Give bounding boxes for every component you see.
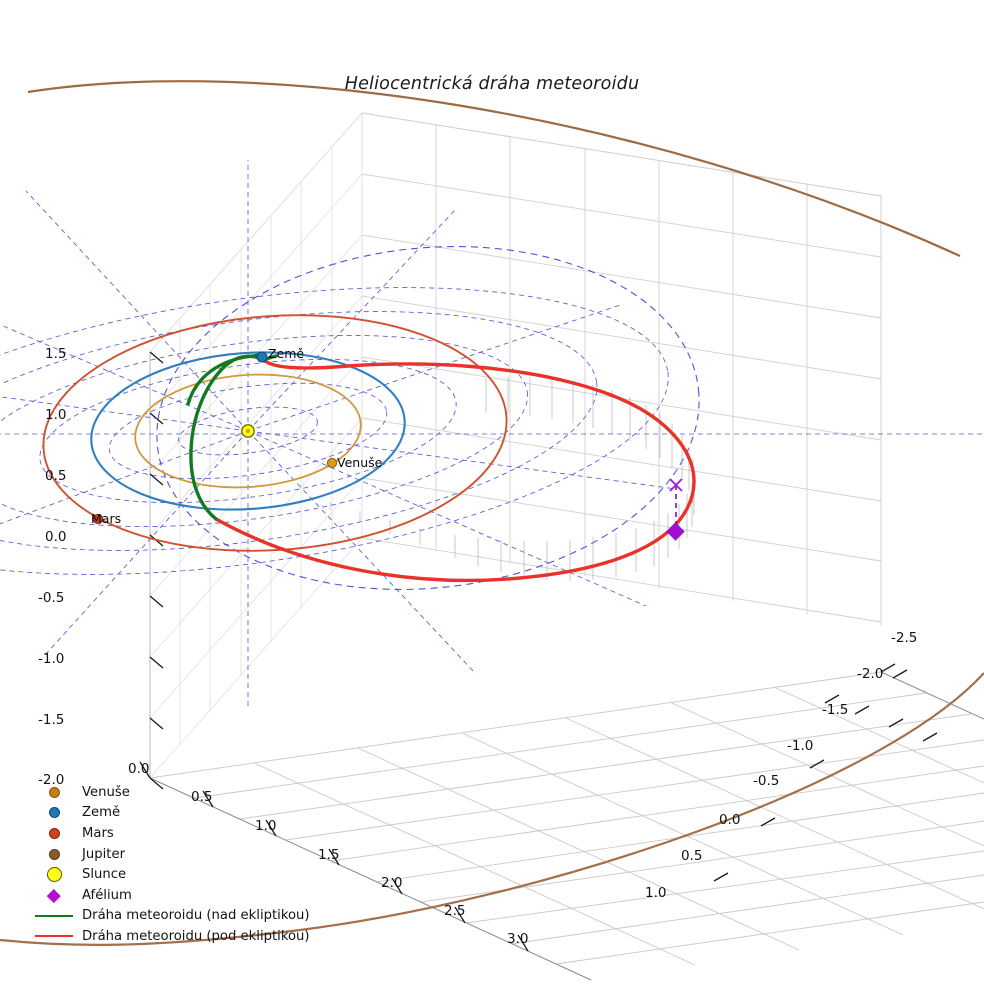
- x-tick-label-2: 1.0: [255, 818, 277, 834]
- sun-dot-icon: [26, 867, 82, 883]
- x-tick-label-5: 2.5: [444, 903, 466, 919]
- sun-marker: [241, 424, 255, 438]
- ecliptic-polar-grid: [0, 160, 984, 706]
- red-line-icon: [26, 935, 82, 938]
- legend-item-afelium[interactable]: Afélium: [26, 885, 326, 906]
- orbit-earth: [90, 351, 406, 511]
- orbit-mars: [42, 314, 508, 552]
- aphelion-diamond-icon: [26, 888, 82, 902]
- earth-marker: [256, 351, 268, 363]
- legend-item-orbit-above[interactable]: Dráha meteoroidu (nad ekliptikou): [26, 906, 326, 927]
- z-tick-label-3: 0.0: [45, 529, 67, 545]
- zeme-label: Země: [268, 346, 305, 361]
- z-tick-label-4: -0.5: [38, 590, 65, 606]
- y-tick-label-7: -2.5: [891, 630, 918, 646]
- aphelion-cross-icon: [669, 478, 683, 492]
- venus-marker: [326, 457, 338, 469]
- aphelion-marker: [666, 522, 685, 541]
- legend-label-zeme: Země: [82, 805, 121, 821]
- legend-label-jupiter: Jupiter: [82, 846, 125, 862]
- zeme-dot-icon: [26, 807, 82, 819]
- mars-marker: [92, 513, 104, 525]
- venuse-dot-icon: [26, 786, 82, 798]
- x-tick-label-1: 0.5: [191, 789, 213, 805]
- x-tick-label-4: 2.0: [381, 875, 403, 891]
- z-axis-ticks: [149, 351, 164, 790]
- z-tick-label-1: 1.0: [45, 407, 67, 423]
- legend-item-mars[interactable]: Mars: [26, 823, 326, 844]
- legend-item-jupiter[interactable]: Jupiter: [26, 844, 326, 865]
- meteoroid-orbit-above-ecliptic-top: [186, 353, 266, 406]
- legend-item-zeme[interactable]: Země: [26, 803, 326, 824]
- legend-label-orbit-below: Dráha meteoroidu (pod ekliptikou): [82, 928, 310, 944]
- y-tick-label-0: 1.0: [645, 885, 667, 901]
- y-tick-label-3: -0.5: [753, 773, 780, 789]
- green-line-icon: [26, 914, 82, 917]
- legend-item-venuse[interactable]: Venuše: [26, 782, 326, 803]
- x-tick-label-0: 0.0: [128, 761, 150, 777]
- legend-label-orbit-above: Dráha meteoroidu (nad ekliptikou): [82, 908, 310, 924]
- axis-spines: [149, 352, 984, 981]
- meteoroid-ecliptic-projection: [156, 246, 700, 590]
- mars-label: Mars: [91, 511, 122, 526]
- venuse-label: Venuše: [337, 455, 383, 470]
- y-axis-ticks: [713, 663, 938, 882]
- y-tick-label-6: -2.0: [857, 666, 884, 682]
- meteoroid-orbit-below-ecliptic: [214, 358, 696, 583]
- y-tick-label-1: 0.5: [681, 848, 703, 864]
- x-tick-label-3: 1.5: [318, 847, 340, 863]
- mars-dot-icon: [26, 827, 82, 839]
- z-tick-label-5: -1.0: [38, 651, 65, 667]
- y-tick-label-4: -1.0: [787, 738, 814, 754]
- z-tick-label-7: -2.0: [38, 772, 65, 788]
- legend-item-orbit-below[interactable]: Dráha meteoroidu (pod ekliptikou): [26, 926, 326, 947]
- orbit-venus: [134, 373, 362, 489]
- legend-item-slunce[interactable]: Slunce: [26, 864, 326, 885]
- z-tick-label-0: 1.5: [45, 346, 67, 362]
- legend-label-mars: Mars: [82, 825, 114, 841]
- z-tick-label-6: -1.5: [38, 712, 65, 728]
- orbit-jupiter: [0, 80, 984, 946]
- z-tick-label-2: 0.5: [45, 468, 67, 484]
- x-axis-ticks: [139, 761, 529, 952]
- legend-label-afelium: Afélium: [82, 887, 132, 903]
- page-title: Heliocentrická dráha meteoroidu: [344, 74, 640, 94]
- legend-label-venuse: Venuše: [82, 784, 130, 800]
- y-tick-label-2: 0.0: [719, 812, 741, 828]
- y-tick-label-5: -1.5: [822, 702, 849, 718]
- x-tick-label-6: 3.0: [507, 931, 529, 947]
- legend-label-slunce: Slunce: [82, 867, 127, 883]
- legend: Venuše Země Mars Jupiter Slunce: [26, 782, 326, 947]
- jupiter-dot-icon: [26, 848, 82, 860]
- orbit-stem-lines: [329, 377, 695, 581]
